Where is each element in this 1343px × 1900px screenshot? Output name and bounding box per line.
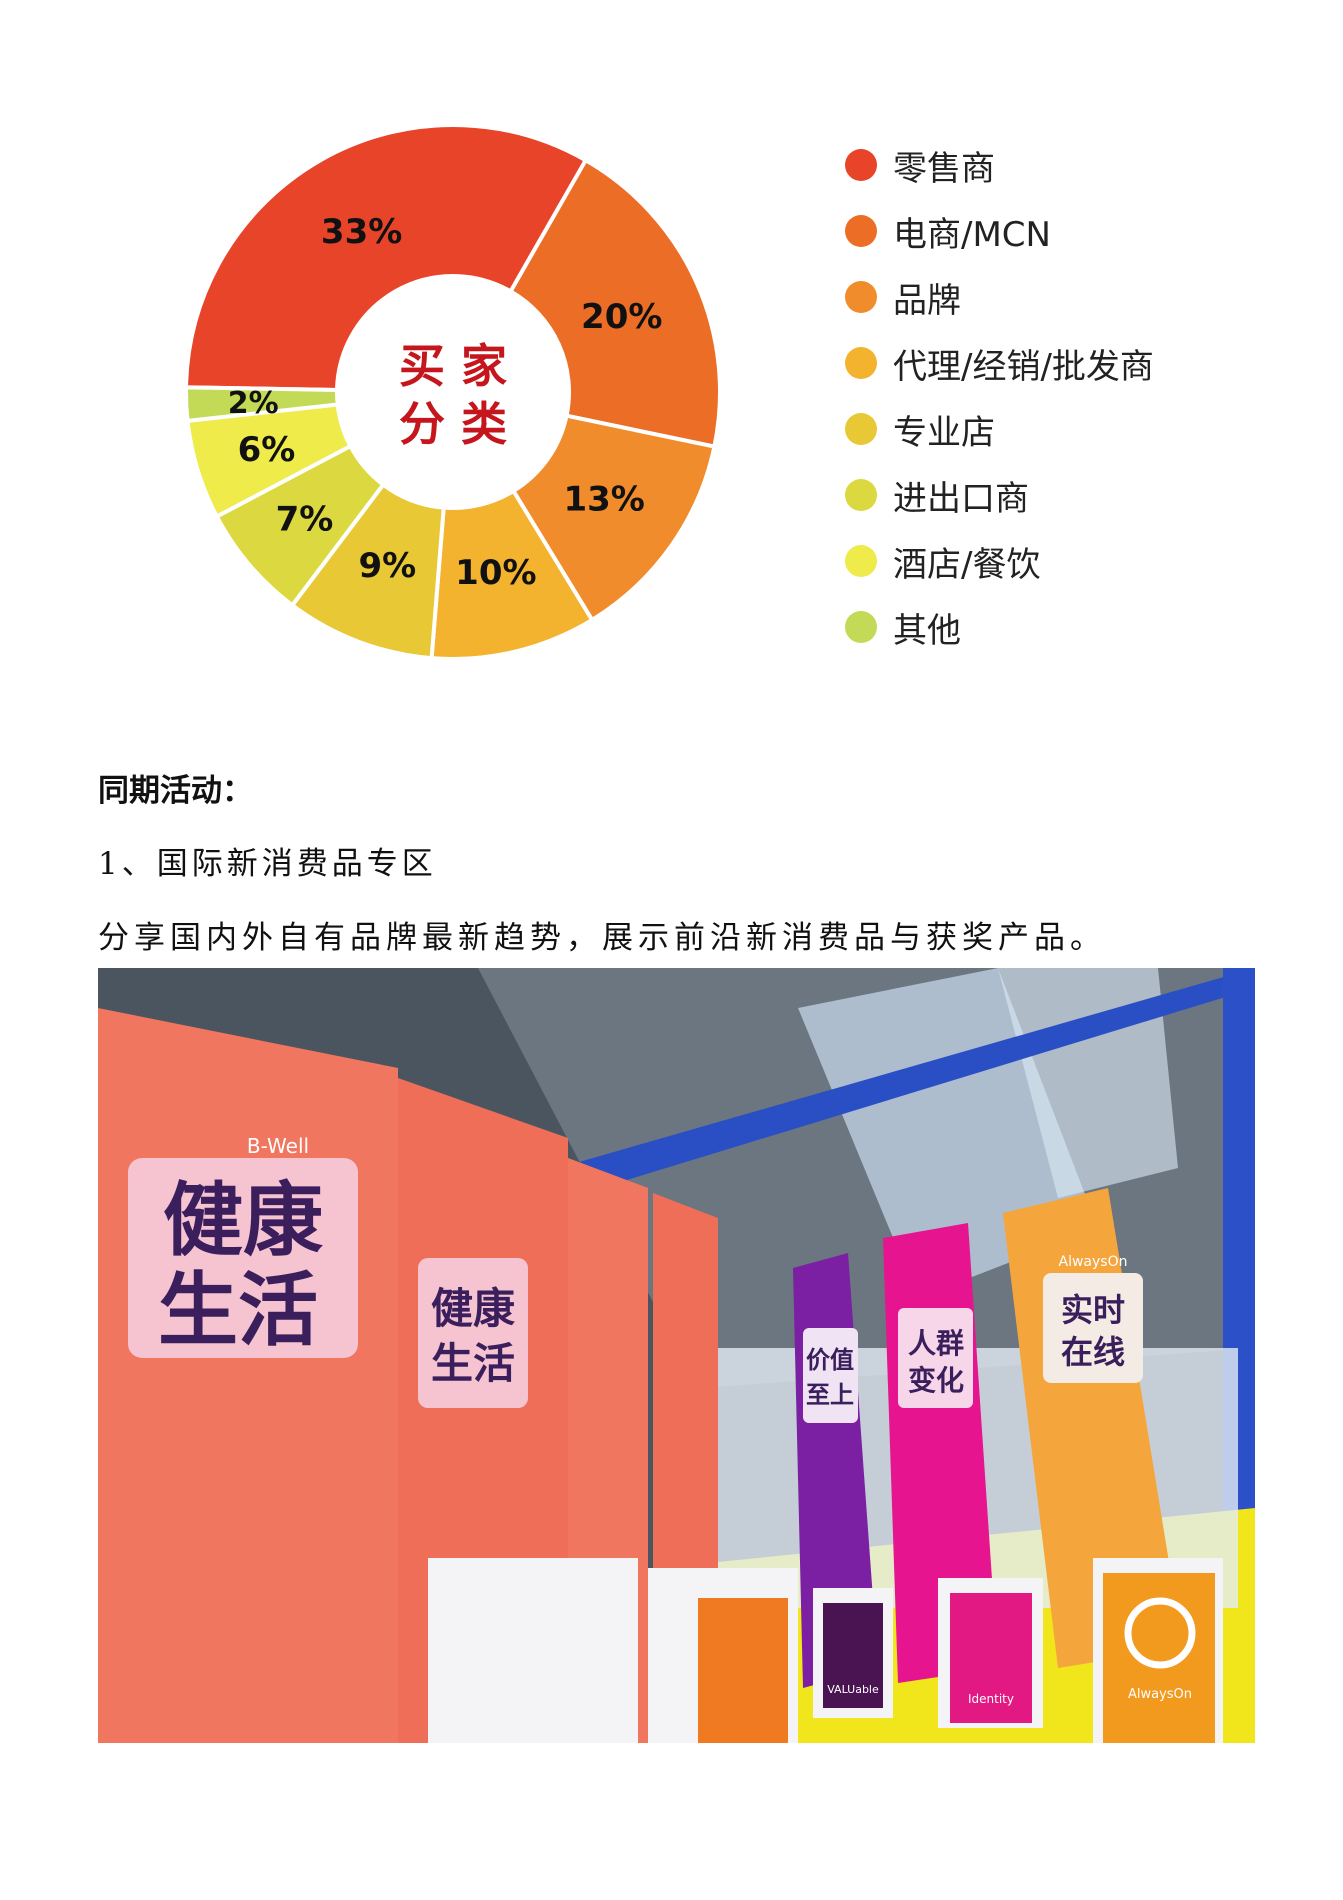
legend-label: 专业店 bbox=[893, 412, 995, 453]
legend-swatch bbox=[845, 215, 877, 247]
donut-slice bbox=[507, 157, 722, 449]
legend-label: 其他 bbox=[893, 610, 961, 651]
legend-swatch bbox=[845, 347, 877, 379]
legend-swatch bbox=[845, 281, 877, 313]
podium-label: Identity bbox=[968, 1692, 1014, 1706]
banner-text: 至上 bbox=[806, 1381, 854, 1409]
slice-label: 33% bbox=[321, 212, 402, 252]
banner-text: 变化 bbox=[908, 1364, 964, 1397]
legend-item: 其他 bbox=[845, 594, 1154, 660]
banner-text: 人群 bbox=[908, 1327, 964, 1360]
activity-title: 1、国际新消费品专区 bbox=[98, 846, 437, 882]
banner-text: 价值 bbox=[806, 1346, 854, 1374]
donut-slice bbox=[184, 385, 340, 424]
slice-label: 6% bbox=[238, 430, 296, 470]
legend-item: 代理/经销/批发商 bbox=[845, 330, 1154, 396]
banner-text: 生活 bbox=[158, 1264, 318, 1357]
exhibition-photo: 健康 生活 B-Well 健康 生活 价值 至上 人群 变化 实时 在线 Alw… bbox=[98, 968, 1255, 1743]
slice-label: 13% bbox=[563, 480, 644, 520]
slice-label: 20% bbox=[581, 297, 662, 337]
legend-item: 专业店 bbox=[845, 396, 1154, 462]
donut-chart: 33% 20% 13% 10% 9% 7% 6% 2% 买 家分 类 bbox=[184, 123, 722, 661]
legend-swatch bbox=[845, 611, 877, 643]
banner-brand: B-Well bbox=[247, 1134, 309, 1158]
legend-swatch bbox=[845, 545, 877, 577]
donut-slice bbox=[184, 123, 589, 393]
banner-text: 生活 bbox=[431, 1339, 515, 1388]
legend-label: 电商/MCN bbox=[893, 214, 1051, 255]
legend-label: 代理/经销/批发商 bbox=[893, 346, 1154, 387]
donut-slice bbox=[510, 413, 717, 623]
legend-item: 品牌 bbox=[845, 264, 1154, 330]
slice-label: 10% bbox=[455, 553, 536, 593]
center-label: 分 类 bbox=[399, 397, 507, 451]
legend-label: 进出口商 bbox=[893, 478, 1029, 519]
legend-item: 电商/MCN bbox=[845, 198, 1154, 264]
slice-label: 7% bbox=[276, 499, 334, 539]
banner-text: 健康 bbox=[431, 1284, 515, 1333]
podium-label: AlwaysOn bbox=[1128, 1687, 1192, 1702]
legend-item: 进出口商 bbox=[845, 462, 1154, 528]
legend-label: 酒店/餐饮 bbox=[893, 544, 1041, 585]
legend-item: 酒店/餐饮 bbox=[845, 528, 1154, 594]
legend-swatch bbox=[845, 413, 877, 445]
legend-item: 零售商 bbox=[845, 132, 1154, 198]
banner-text: 健康 bbox=[163, 1174, 323, 1267]
banner-text: 实时 bbox=[1061, 1291, 1125, 1329]
chart-legend: 零售商电商/MCN 品牌代理/经销/批发商 专业店进出口商酒店/餐饮其他 bbox=[845, 132, 1154, 660]
banner-text: 在线 bbox=[1061, 1333, 1125, 1371]
podium-label: VALUable bbox=[827, 1683, 879, 1696]
banner-brand: AlwaysOn bbox=[1059, 1254, 1128, 1270]
center-label: 买 家 bbox=[399, 339, 507, 393]
legend-label: 品牌 bbox=[893, 280, 961, 321]
activity-description: 分享国内外自有品牌最新趋势，展示前沿新消费品与获奖产品。 bbox=[98, 920, 1106, 956]
legend-swatch bbox=[845, 479, 877, 511]
slice-label: 9% bbox=[358, 546, 416, 586]
legend-swatch bbox=[845, 149, 877, 181]
section-heading: 同期活动： bbox=[98, 773, 253, 809]
slice-label: 2% bbox=[228, 386, 279, 421]
legend-label: 零售商 bbox=[893, 148, 995, 189]
